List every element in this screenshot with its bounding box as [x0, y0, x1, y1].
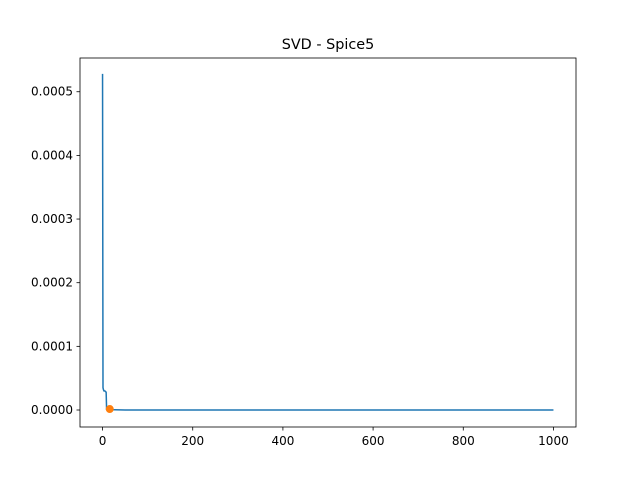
- x-tick-label: 1000: [538, 434, 569, 448]
- y-tick-label: 0.0004: [31, 148, 73, 162]
- y-tick-label: 0.0005: [31, 85, 73, 99]
- y-tick-label: 0.0001: [31, 339, 73, 353]
- y-tick-label: 0.0002: [31, 276, 73, 290]
- line: [101, 73, 554, 411]
- x-tick-label: 400: [271, 434, 294, 448]
- marker: [105, 405, 114, 414]
- chart-title: SVD - Spice5: [282, 37, 375, 53]
- x-tick-label: 600: [362, 434, 385, 448]
- y-tick-label: 0.0003: [31, 212, 73, 226]
- x-tick-label: 800: [452, 434, 475, 448]
- plot-frame: [79, 57, 577, 428]
- x-tick-label: 200: [181, 434, 204, 448]
- y-tick-label: 0.0000: [31, 403, 73, 417]
- x-tick-label: 0: [99, 434, 107, 448]
